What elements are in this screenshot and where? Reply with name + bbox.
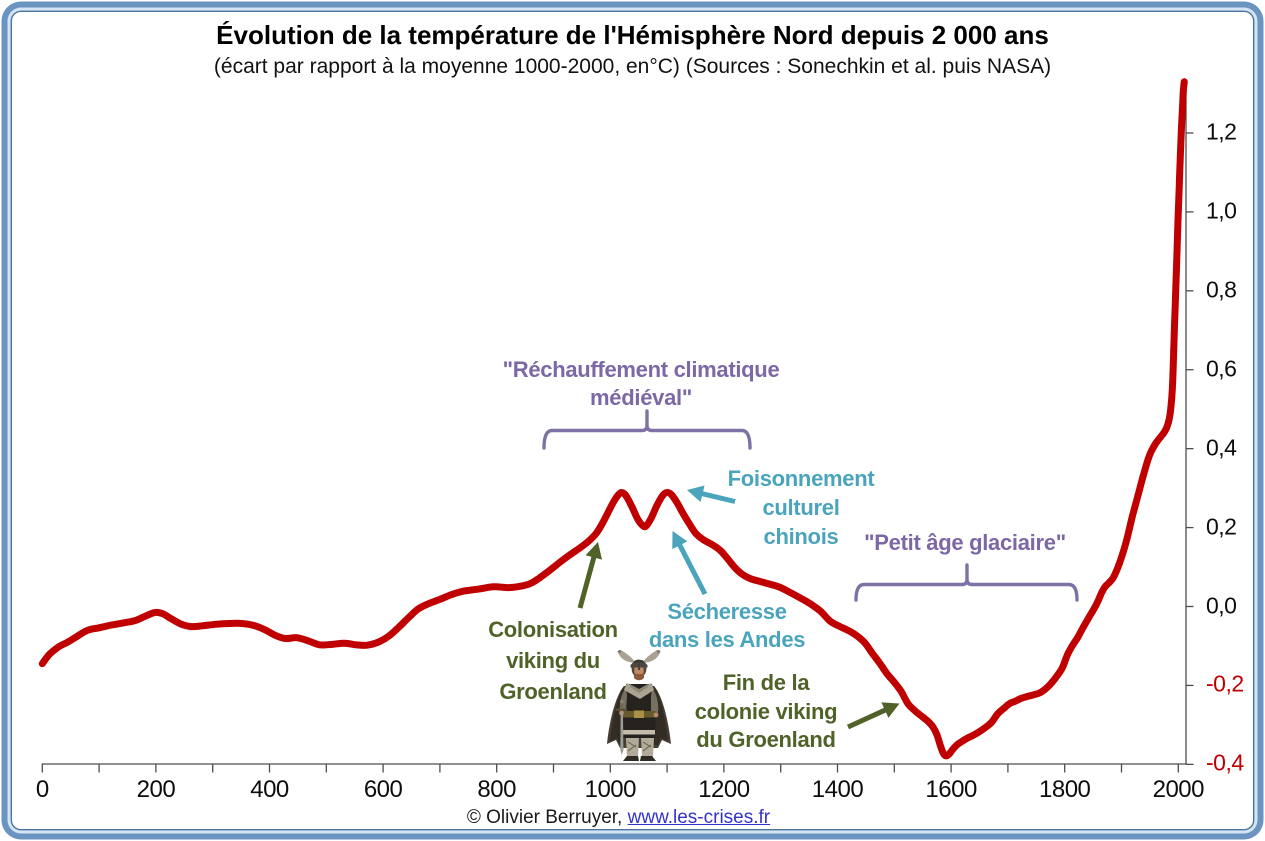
x-axis-label: 1600 <box>925 776 977 803</box>
y-axis-label: 1,2 <box>1206 118 1237 145</box>
brace-petit-age <box>854 563 1079 602</box>
viking-horn-left <box>617 650 634 663</box>
annotation-foisonnement: Foisonnement culturel chinois <box>727 466 875 549</box>
y-axis-label: 0,2 <box>1206 512 1237 539</box>
axes <box>41 85 1194 773</box>
path-shape <box>617 650 622 653</box>
x-axis-label: 200 <box>136 776 176 803</box>
arrow-secheresse <box>672 531 708 596</box>
circle-shape <box>620 699 624 704</box>
arrow-foisonnement-shaft <box>700 490 736 504</box>
x-axis-label: 2000 <box>1152 776 1205 803</box>
brace-rechauffement <box>542 409 752 450</box>
y-axis-label: 0,4 <box>1206 434 1237 461</box>
arrow-foisonnement-head <box>687 485 705 502</box>
circle-shape <box>653 712 659 718</box>
path-shape <box>656 650 661 653</box>
path-shape <box>623 756 639 761</box>
les-crises-link[interactable]: www.les-crises.fr <box>627 807 771 828</box>
path-shape <box>633 672 645 681</box>
rect-shape <box>634 710 644 718</box>
annotation-rechauffement: "Réchauffement climatique médiéval" <box>502 357 780 410</box>
y-axis-label: -0,4 <box>1206 749 1244 776</box>
x-axis-label: 1000 <box>584 776 637 803</box>
y-axis-label: 1,0 <box>1206 197 1237 224</box>
rect-shape <box>623 730 655 735</box>
x-axis-label: 1200 <box>698 776 750 803</box>
x-axis-label: 400 <box>250 776 289 803</box>
rect-shape <box>620 702 623 709</box>
copyright-text: © Olivier Berruyer, <box>466 807 628 828</box>
x-axis-label: 800 <box>477 776 516 803</box>
path-shape <box>640 756 656 761</box>
path-shape <box>643 667 647 675</box>
rect-shape <box>615 708 628 711</box>
path-shape <box>651 688 659 713</box>
temperature-line <box>38 78 1188 760</box>
y-axis-label: 0,8 <box>1206 276 1237 303</box>
arrow-colonisation-head <box>585 542 602 560</box>
arrow-fin-colonie-shaft <box>846 707 888 730</box>
annotation-petit-age: "Petit âge glaciaire" <box>864 530 1066 555</box>
y-axis-label: 0,6 <box>1206 355 1237 382</box>
rect-shape <box>638 664 640 670</box>
y-axis-label: 0,0 <box>1206 591 1237 618</box>
arrow-secheresse-head <box>672 531 688 550</box>
arrow-fin-colonie <box>846 702 900 730</box>
arrow-fin-colonie-head <box>881 702 900 718</box>
x-axis-label: 1400 <box>811 776 864 803</box>
arrow-secheresse-shaft <box>676 542 708 596</box>
chart-subtitle: (écart par rapport à la moyenne 1000-200… <box>213 55 1052 78</box>
annotation-colonisation: Colonisation viking du Groenland <box>488 617 618 704</box>
annotation-fin-colonie: Fin de la colonie viking du Groenland <box>694 670 838 752</box>
y-axis-label: -0,2 <box>1206 670 1244 697</box>
path-shape <box>630 684 648 693</box>
viking-figure <box>607 650 671 761</box>
viking-horn-right <box>644 650 661 663</box>
arrow-colonisation <box>577 542 602 609</box>
x-axis-label: 1800 <box>1038 776 1091 803</box>
path-shape <box>627 741 652 752</box>
footer: © Olivier Berruyer, www.les-crises.fr <box>0 807 1251 829</box>
viking-sword <box>620 712 624 755</box>
arrow-colonisation-shaft <box>577 554 597 609</box>
path-shape <box>631 667 635 675</box>
x-axis-label: 600 <box>363 776 403 803</box>
x-axis-label: 0 <box>35 776 49 803</box>
arrow-foisonnement <box>687 485 736 504</box>
annotation-secheresse: Sécheresse dans les Andes <box>648 599 806 652</box>
chart-title: Évolution de la température de l'Hémisph… <box>216 20 1049 50</box>
